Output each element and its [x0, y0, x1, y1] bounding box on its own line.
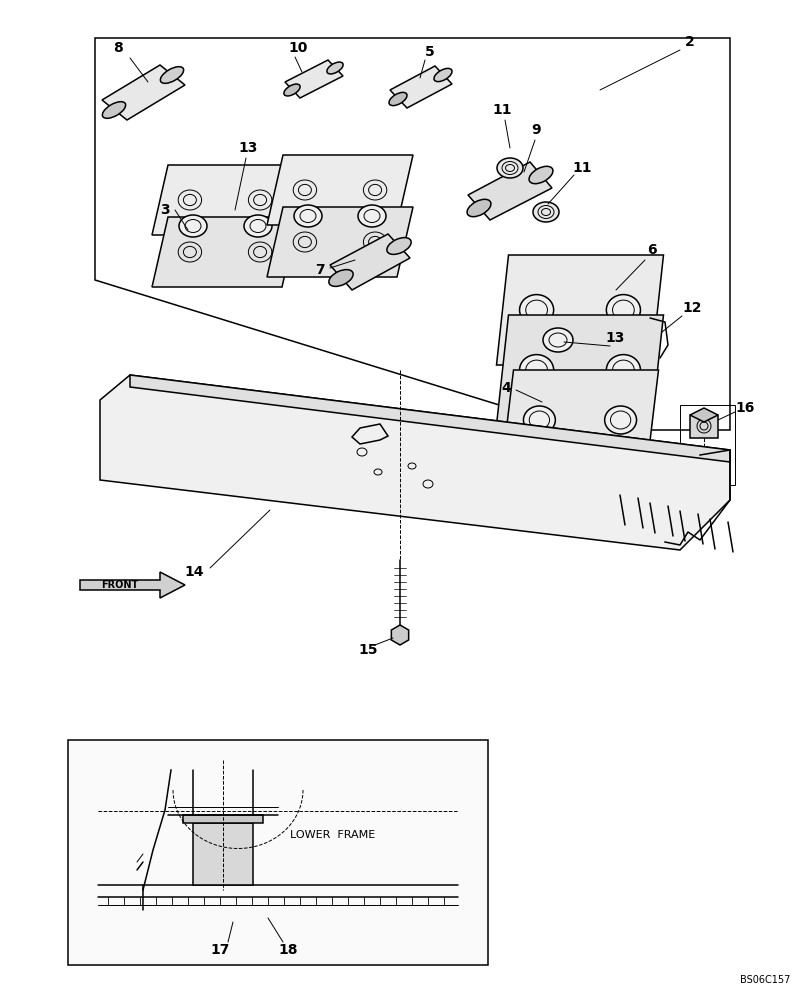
Polygon shape: [496, 315, 663, 425]
Text: 12: 12: [682, 301, 702, 315]
Ellipse shape: [294, 205, 322, 227]
Ellipse shape: [389, 92, 407, 106]
Text: 17: 17: [210, 943, 229, 957]
Ellipse shape: [606, 355, 641, 385]
Polygon shape: [468, 162, 552, 220]
Text: 9: 9: [531, 123, 541, 137]
Polygon shape: [193, 823, 253, 885]
Text: 6: 6: [647, 243, 657, 257]
Text: 13: 13: [605, 331, 625, 345]
Polygon shape: [183, 815, 263, 823]
Ellipse shape: [529, 166, 553, 184]
Ellipse shape: [327, 62, 343, 74]
Ellipse shape: [606, 295, 641, 325]
Ellipse shape: [524, 406, 555, 434]
Ellipse shape: [387, 238, 411, 254]
Text: 13: 13: [238, 141, 258, 155]
Text: 3: 3: [160, 203, 170, 217]
Ellipse shape: [179, 215, 207, 237]
Polygon shape: [496, 255, 663, 365]
Polygon shape: [130, 375, 730, 462]
Text: 10: 10: [288, 41, 308, 55]
Polygon shape: [267, 155, 413, 225]
Polygon shape: [102, 65, 185, 120]
Polygon shape: [100, 375, 730, 550]
Text: 4: 4: [501, 381, 511, 395]
Ellipse shape: [358, 205, 386, 227]
Ellipse shape: [329, 270, 353, 286]
Text: LOWER  FRAME: LOWER FRAME: [290, 830, 376, 840]
Polygon shape: [690, 408, 718, 422]
Text: 14: 14: [184, 565, 204, 579]
Ellipse shape: [520, 295, 553, 325]
Bar: [68, 740, 488, 965]
Ellipse shape: [244, 215, 272, 237]
Text: 18: 18: [278, 943, 298, 957]
Ellipse shape: [520, 355, 553, 385]
Text: 16: 16: [735, 401, 755, 415]
Polygon shape: [690, 415, 718, 438]
Text: 11: 11: [492, 103, 511, 117]
Polygon shape: [267, 207, 413, 277]
Polygon shape: [390, 66, 452, 108]
Text: 2: 2: [685, 35, 695, 49]
Polygon shape: [152, 165, 298, 235]
Text: 7: 7: [315, 263, 325, 277]
Text: FRONT: FRONT: [101, 580, 139, 590]
Text: 5: 5: [425, 45, 435, 59]
Ellipse shape: [533, 202, 559, 222]
Ellipse shape: [434, 68, 452, 82]
Ellipse shape: [160, 67, 183, 83]
Polygon shape: [152, 217, 298, 287]
Text: 8: 8: [113, 41, 123, 55]
Polygon shape: [285, 60, 343, 98]
Polygon shape: [80, 572, 185, 598]
Ellipse shape: [284, 84, 300, 96]
Polygon shape: [502, 370, 659, 470]
Ellipse shape: [497, 158, 523, 178]
Bar: [680, 405, 735, 485]
Polygon shape: [391, 625, 409, 645]
Text: 15: 15: [358, 643, 378, 657]
Ellipse shape: [543, 328, 573, 352]
Polygon shape: [330, 234, 410, 290]
Ellipse shape: [604, 406, 637, 434]
Text: BS06C157: BS06C157: [739, 975, 790, 985]
Ellipse shape: [467, 199, 491, 217]
Text: 11: 11: [572, 161, 591, 175]
Ellipse shape: [103, 102, 126, 118]
